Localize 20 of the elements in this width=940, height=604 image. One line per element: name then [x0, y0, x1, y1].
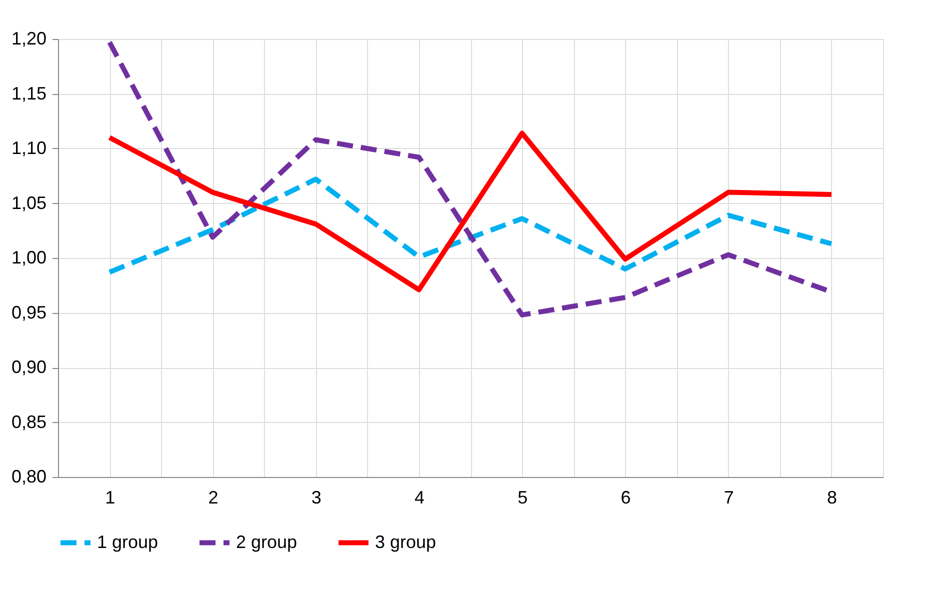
y-tick-label: 1,20 [11, 28, 46, 48]
legend-label: 2 group [236, 532, 298, 552]
y-tick-label: 0,80 [11, 466, 46, 486]
y-tick-label: 1,00 [11, 248, 46, 268]
x-tick-label: 8 [826, 488, 837, 508]
y-tick-label: 1,05 [11, 192, 46, 213]
y-tick-label: 1,10 [11, 138, 46, 158]
x-tick-label: 2 [208, 488, 218, 508]
x-tick-label: 1 [105, 488, 116, 508]
x-tick-label: 4 [414, 488, 424, 508]
x-tick-label: 3 [311, 488, 322, 508]
legend-label: 1 group [97, 532, 158, 552]
x-tick-label: 7 [724, 488, 734, 508]
x-tick-label: 5 [518, 488, 528, 508]
y-tick-label: 1,15 [11, 83, 46, 104]
legend-label: 3 group [375, 532, 436, 552]
y-tick-label: 0,90 [11, 357, 46, 377]
y-tick-label: 0,95 [11, 302, 46, 322]
x-tick-label: 6 [620, 488, 631, 508]
y-tick-label: 0,85 [11, 412, 46, 432]
